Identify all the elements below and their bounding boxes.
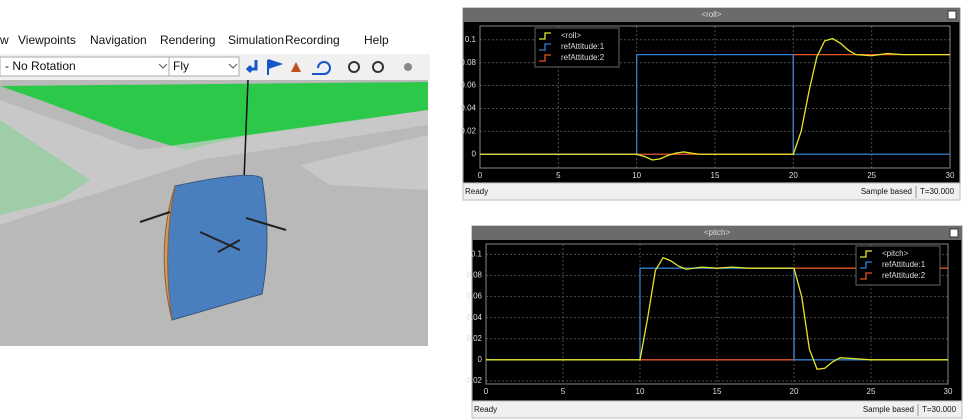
toolbar-icons: [245, 59, 412, 75]
y-tick-label: 0.1: [471, 250, 483, 259]
menu-item[interactable]: w: [0, 33, 9, 47]
x-tick-label: 25: [867, 171, 876, 180]
legend-label: refAttitude:1: [561, 42, 605, 51]
y-tick-label: 0: [478, 355, 483, 364]
legend-label: refAttitude:1: [882, 260, 926, 269]
series-line: [480, 37, 950, 161]
axes-frame: [479, 25, 951, 169]
tether: [243, 79, 249, 181]
icon-zoom-out[interactable]: [372, 61, 384, 73]
icon-return[interactable]: [245, 60, 258, 74]
icon-record[interactable]: [404, 63, 412, 71]
legend-swatch: [539, 54, 551, 62]
legend-label: refAttitude:2: [561, 53, 605, 62]
legend-label: <pitch>: [882, 249, 909, 258]
legend-box: [534, 27, 620, 68]
legend-label: <roll>: [561, 31, 581, 40]
icon-straighten[interactable]: [291, 62, 301, 72]
x-tick-label: 0: [478, 171, 483, 180]
scope-window: <roll> 0 0.02 0.04 0.06 0.08 0.1 0 5 10 15 20 25 30 <r…: [460, 7, 961, 201]
legend-box: [855, 245, 941, 286]
y-tick-label: -0.02: [464, 376, 483, 385]
legend-swatch: [860, 272, 872, 280]
legend-swatch: [539, 32, 551, 40]
y-tick-label: 0.1: [465, 35, 477, 44]
status-bar: [471, 400, 963, 419]
series-line: [486, 256, 948, 370]
y-tick-label: 0.08: [460, 58, 476, 67]
x-tick-label: 25: [867, 387, 876, 396]
y-tick-label: 0.02: [460, 126, 476, 135]
status-mode: Sample based: [861, 187, 912, 196]
propellers: [139, 211, 287, 253]
icon-zoom-in[interactable]: [348, 61, 360, 73]
scope-title: <pitch>: [704, 228, 731, 237]
x-tick-label: 30: [946, 171, 955, 180]
x-tick-label: 0: [484, 387, 489, 396]
mode-dropdown[interactable]: [168, 56, 240, 77]
status-state: Ready: [474, 405, 497, 414]
menu-item[interactable]: Rendering: [160, 33, 215, 47]
icon-undo[interactable]: [312, 61, 331, 75]
y-tick-label: 0.06: [466, 292, 482, 301]
x-tick-label: 20: [789, 171, 798, 180]
y-tick-label: 0.04: [460, 104, 476, 113]
status-time: T=30.000: [922, 405, 957, 414]
dropdown-arrow: [158, 63, 168, 69]
undock-button[interactable]: [947, 10, 957, 20]
status-time: T=30.000: [920, 187, 955, 196]
legend-label: refAttitude:2: [882, 271, 926, 280]
legend-swatch: [860, 250, 872, 258]
road: [0, 100, 428, 225]
x-tick-label: 5: [561, 387, 566, 396]
status-bar: [462, 182, 961, 201]
scopes: <roll> 0 0.02 0.04 0.06 0.08 0.1 0 5 10 15 20 25 30 <r…: [460, 7, 963, 419]
y-tick-label: 0.02: [466, 334, 482, 343]
wing-edge: [163, 185, 176, 321]
y-tick-label: 0: [472, 149, 477, 158]
grass: [0, 82, 428, 150]
y-tick-label: 0.08: [466, 271, 482, 280]
legend-swatch: [539, 43, 551, 51]
x-tick-label: 15: [713, 387, 722, 396]
y-tick-label: 0.04: [466, 313, 482, 322]
scope-title: <roll>: [701, 10, 721, 19]
menu-item[interactable]: Recording: [285, 33, 340, 47]
menu-item[interactable]: Viewpoints: [18, 33, 76, 47]
x-tick-label: 5: [556, 171, 561, 180]
rotation-dropdown-text: - No Rotation: [5, 59, 76, 73]
menu: w Viewpoints Navigation Rendering Simulation…: [0, 33, 389, 47]
axes-frame: [485, 243, 949, 385]
scope-titlebar: [472, 226, 962, 240]
scope-titlebar: [463, 8, 960, 22]
x-tick-label: 10: [636, 387, 645, 396]
mode-dropdown-text: Fly: [173, 59, 189, 73]
status-state: Ready: [465, 187, 488, 196]
menu-item[interactable]: Help: [364, 33, 389, 47]
x-tick-label: 15: [711, 171, 720, 180]
dropdown-arrow: [228, 63, 238, 69]
x-tick-label: 10: [632, 171, 641, 180]
undock-button[interactable]: [949, 228, 959, 238]
y-tick-label: 0.06: [460, 81, 476, 90]
menu-bar: [0, 30, 430, 52]
road: [300, 135, 428, 190]
icon-flag[interactable]: [267, 59, 284, 75]
legend-swatch: [860, 261, 872, 269]
menu-item[interactable]: Simulation: [228, 33, 284, 47]
menu-item[interactable]: Navigation: [90, 33, 147, 47]
x-tick-label: 20: [790, 387, 799, 396]
x-tick-label: 30: [944, 387, 953, 396]
status-mode: Sample based: [863, 405, 914, 414]
scene: [0, 79, 428, 346]
